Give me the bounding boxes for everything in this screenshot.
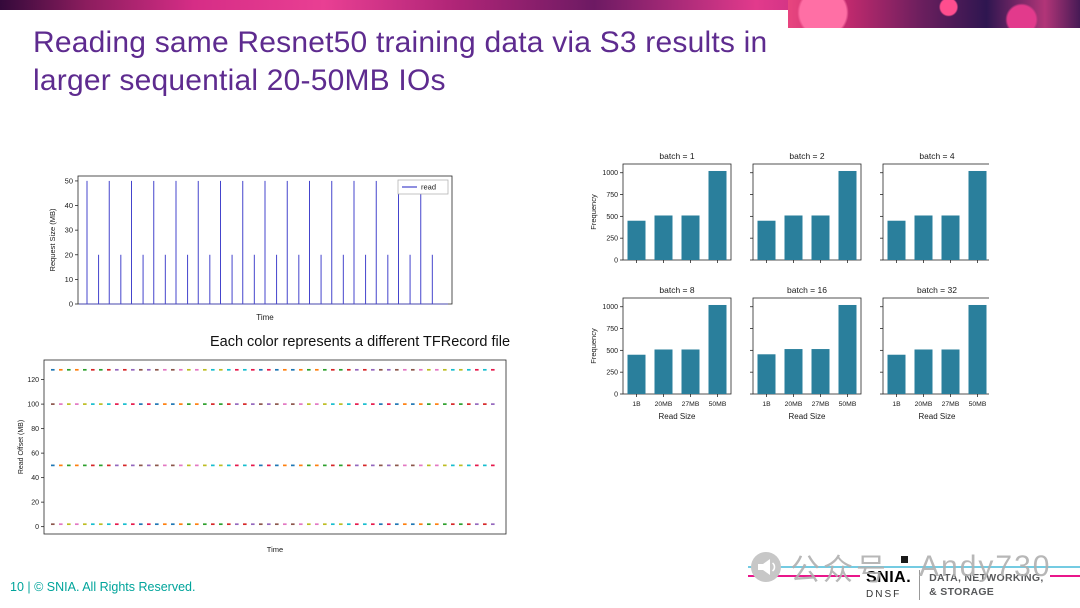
svg-text:batch = 4: batch = 4 bbox=[919, 151, 954, 161]
logo-divider bbox=[919, 570, 921, 600]
svg-text:20MB: 20MB bbox=[915, 401, 933, 408]
svg-text:Read Size: Read Size bbox=[659, 412, 696, 421]
svg-text:250: 250 bbox=[606, 236, 618, 243]
svg-text:Read Size: Read Size bbox=[919, 412, 956, 421]
read-size-histogram-grid: batch = 1 0 250 500 750 1000 Frequency batch = … bbox=[585, 148, 989, 440]
svg-text:Frequency: Frequency bbox=[589, 328, 598, 364]
brand-line-cyan bbox=[748, 566, 1080, 568]
page-title-line-2: larger sequential 20-50MB IOs bbox=[33, 64, 446, 98]
logo-tagline-1: DATA, NETWORKING, bbox=[929, 572, 1044, 584]
svg-text:batch = 16: batch = 16 bbox=[787, 285, 827, 295]
svg-text:500: 500 bbox=[606, 214, 618, 221]
svg-text:60: 60 bbox=[31, 451, 39, 458]
svg-text:Request Size (MB): Request Size (MB) bbox=[48, 208, 57, 271]
svg-text:batch = 8: batch = 8 bbox=[659, 285, 694, 295]
offset-chart-title: Each color represents a different TFReco… bbox=[209, 334, 511, 350]
svg-text:20: 20 bbox=[65, 250, 73, 259]
logo-mark bbox=[901, 556, 908, 563]
svg-text:batch = 2: batch = 2 bbox=[789, 151, 824, 161]
request-size-chart: 0 10 20 30 40 50 Request Size (MB) Time read bbox=[44, 166, 458, 326]
watermark-text-cn: 公众号 bbox=[790, 554, 889, 587]
svg-text:1B: 1B bbox=[632, 401, 641, 408]
svg-text:20: 20 bbox=[31, 500, 39, 507]
svg-text:Read Size: Read Size bbox=[789, 412, 826, 421]
footer-copyright: 10 | © SNIA. All Rights Reserved. bbox=[10, 580, 196, 594]
svg-text:750: 750 bbox=[606, 192, 618, 199]
svg-text:1B: 1B bbox=[762, 401, 771, 408]
svg-text:80: 80 bbox=[31, 426, 39, 433]
snia-logo: SNIA. DNSF DATA, NETWORKING, & STORAGE bbox=[860, 568, 1050, 603]
svg-text:30: 30 bbox=[65, 226, 73, 235]
megaphone-icon bbox=[751, 552, 781, 582]
svg-text:Read Offset (MB): Read Offset (MB) bbox=[18, 420, 25, 474]
logo-tagline: DATA, NETWORKING, & STORAGE bbox=[929, 570, 1043, 600]
svg-text:0: 0 bbox=[69, 300, 73, 309]
svg-text:1000: 1000 bbox=[602, 304, 618, 311]
page-title: Reading same Resnet50 training data via … bbox=[33, 24, 913, 101]
svg-text:27MB: 27MB bbox=[812, 401, 830, 408]
svg-text:0: 0 bbox=[614, 258, 618, 265]
svg-text:Frequency: Frequency bbox=[589, 194, 598, 230]
logo-sub: DNSF bbox=[866, 589, 902, 600]
page-title-line-1: Reading same Resnet50 training data via … bbox=[33, 26, 768, 59]
svg-text:0: 0 bbox=[35, 524, 39, 531]
read-offset-chart: 0 20 40 60 80 100 120 Read Offset (MB) Time bbox=[14, 348, 514, 560]
logo-name: SNIA. bbox=[866, 569, 912, 586]
svg-text:batch = 32: batch = 32 bbox=[917, 285, 957, 295]
svg-text:20MB: 20MB bbox=[655, 401, 673, 408]
svg-text:250: 250 bbox=[606, 370, 618, 377]
svg-text:batch = 1: batch = 1 bbox=[659, 151, 694, 161]
svg-text:0: 0 bbox=[614, 392, 618, 399]
banner-strip bbox=[0, 0, 1080, 10]
svg-text:50MB: 50MB bbox=[969, 401, 987, 408]
svg-text:20MB: 20MB bbox=[785, 401, 803, 408]
snia-logo-text: SNIA. DNSF bbox=[866, 569, 919, 601]
banner-image bbox=[788, 0, 1080, 28]
svg-text:10: 10 bbox=[65, 275, 73, 284]
svg-text:40: 40 bbox=[31, 475, 39, 482]
svg-text:120: 120 bbox=[27, 377, 39, 384]
svg-text:50MB: 50MB bbox=[709, 401, 727, 408]
svg-text:1000: 1000 bbox=[602, 170, 618, 177]
svg-text:27MB: 27MB bbox=[942, 401, 960, 408]
svg-text:Time: Time bbox=[267, 545, 283, 554]
watermark-text-en: Andy730 bbox=[919, 550, 1052, 583]
svg-text:read: read bbox=[421, 183, 436, 192]
svg-text:500: 500 bbox=[606, 348, 618, 355]
svg-text:50: 50 bbox=[65, 176, 73, 185]
svg-text:50MB: 50MB bbox=[839, 401, 857, 408]
svg-text:40: 40 bbox=[65, 201, 73, 210]
svg-text:1B: 1B bbox=[892, 401, 901, 408]
svg-text:100: 100 bbox=[27, 402, 39, 409]
wechat-watermark: 公众号 Andy730 bbox=[750, 545, 1051, 589]
logo-tagline-2: & STORAGE bbox=[929, 586, 995, 599]
svg-text:750: 750 bbox=[606, 326, 618, 333]
svg-text:27MB: 27MB bbox=[682, 401, 700, 408]
svg-text:Time: Time bbox=[256, 313, 274, 322]
